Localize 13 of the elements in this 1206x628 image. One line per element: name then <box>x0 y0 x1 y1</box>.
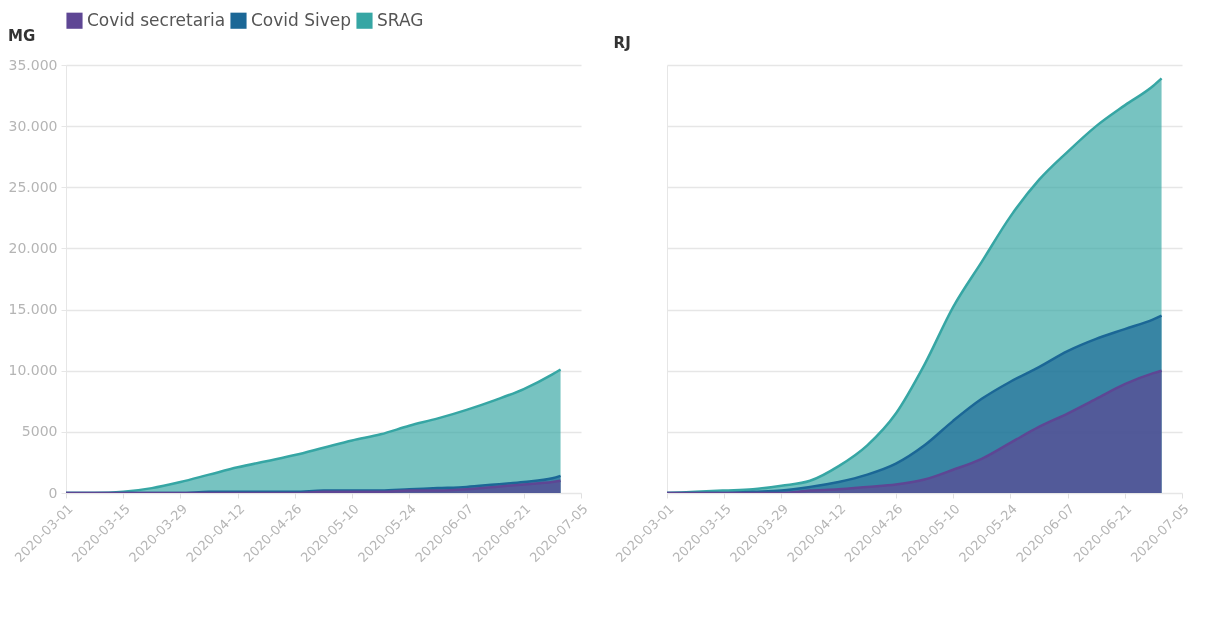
legend-label: SRAG <box>377 9 424 30</box>
chart-title: MG <box>8 27 36 45</box>
y-tick-label: 25.000 <box>8 178 58 195</box>
y-tick-label: 20.000 <box>8 239 58 256</box>
y-tick-label: 35.000 <box>8 56 58 73</box>
legend-label: Covid secretaria <box>87 9 226 30</box>
y-tick-label: 5000 <box>21 423 58 440</box>
y-tick-label: 15.000 <box>8 301 58 318</box>
legend-label: Covid Sivep <box>251 9 352 30</box>
y-tick-label: 30.000 <box>8 117 58 134</box>
chart-title: RJ <box>613 34 631 52</box>
y-tick-label: 10.000 <box>8 362 58 379</box>
y-tick-label: 0 <box>48 484 58 501</box>
